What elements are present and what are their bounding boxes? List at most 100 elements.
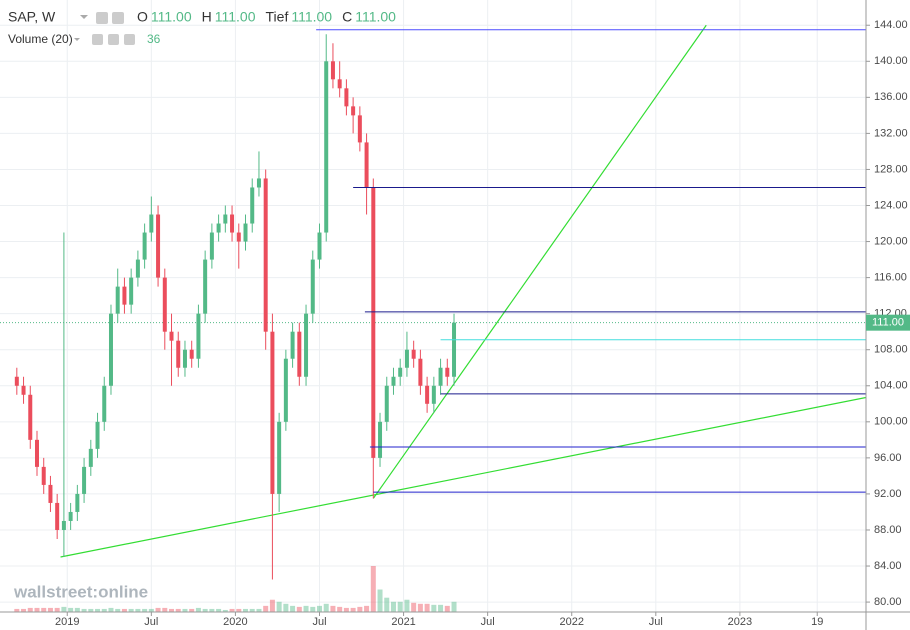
volume-bar [68,607,74,612]
candle-body [330,61,335,80]
volume-bar [54,607,60,612]
candle-body [88,448,93,467]
candle-body [324,61,329,233]
dropdown-icon[interactable] [74,38,80,41]
candle-body [129,277,134,305]
volume-bar [229,608,235,612]
candle-body [216,223,221,233]
x-tick-label: Jul [481,616,495,628]
visibility-icon[interactable] [96,12,108,24]
volume-bar [21,608,27,612]
candle-body [122,286,127,305]
candle-body [21,385,26,395]
trend-line [60,396,866,558]
candle-body [256,178,261,188]
close-icon[interactable] [124,34,135,45]
volume-bar [263,605,269,612]
candle-body [304,313,309,377]
volume-bar [337,606,343,612]
volume-bar [431,604,437,612]
trend-line [372,24,707,499]
legend-value: 111.00 [151,9,192,25]
volume-bar [364,605,370,612]
y-tick-label: 100.00 [874,416,908,428]
legend-value: 111.00 [355,9,396,25]
axes: 80.00 84.00 88.00 92.00 96.00 100.00 104.00 108… [55,19,908,628]
volume-bar [189,608,195,612]
volume-bar [417,603,423,612]
candle-body [378,421,383,458]
visibility-icon[interactable] [92,34,103,45]
candle-body [297,331,302,377]
candle-body [290,331,295,359]
volume-bar [384,597,390,612]
candle-body [230,214,235,233]
x-tick-label: Jul [144,616,158,628]
candle-body [344,88,349,107]
legend-value: 111.00 [215,9,256,25]
candle-body [176,340,181,368]
dropdown-icon[interactable] [80,15,88,19]
candle-body [310,259,315,314]
volume-bar [377,589,383,612]
volume-bar [390,601,396,612]
volume-bar [316,605,322,612]
candle-body [445,367,450,377]
candle-body [411,349,416,359]
volume-bar [162,607,168,612]
y-tick-label: 88.00 [874,524,902,536]
volume-pane [14,566,457,612]
settings-icon[interactable] [108,34,119,45]
volume-bar [182,608,188,612]
volume-bar [269,599,275,612]
candle-body [404,349,409,368]
volume-bar [343,607,349,612]
volume-bar [357,606,363,612]
y-tick-label: 136.00 [874,91,908,103]
y-tick-label: 120.00 [874,235,908,247]
volume-bar [14,608,20,612]
volume-bar [101,608,107,612]
candle-body [196,313,201,359]
volume-bar [41,607,47,612]
volume-bar [74,607,80,612]
x-tick-label: 2023 [728,616,752,628]
volume-bar [88,608,94,612]
volume-bar [438,604,444,612]
volume-bar [27,607,33,612]
x-tick-label: 2022 [559,616,583,628]
legend-label: C [342,9,352,25]
chart-title: SAP, W [8,9,56,25]
candle-body [189,349,194,359]
volume-bar [34,607,40,612]
candle-body [223,214,228,224]
volume-bar [95,608,101,612]
volume-bar [115,608,121,612]
volume-bar [276,601,282,612]
y-tick-label: 132.00 [874,127,908,139]
volume-bar [404,599,410,612]
settings-icon[interactable] [112,12,124,24]
candle-body [115,286,120,314]
price-pane [0,24,866,580]
last-price-box [866,314,910,331]
volume-bar [451,601,457,612]
y-tick-label: 80.00 [874,596,902,608]
candle-body [209,232,214,260]
volume-bar [424,603,430,612]
volume-bar [61,606,67,612]
candle-body [351,106,356,116]
volume-bar [209,608,215,612]
legend-label: Tief [266,9,289,25]
volume-bar [323,603,329,612]
volume-bar [397,601,403,612]
candle-body [156,214,161,278]
y-tick-label: 92.00 [874,488,902,500]
volume-bar [236,608,242,612]
candle-body [418,358,423,386]
candle-body [182,349,187,368]
volume-bar [216,608,222,612]
candle-body [149,214,154,233]
y-tick-label: 96.00 [874,452,902,464]
